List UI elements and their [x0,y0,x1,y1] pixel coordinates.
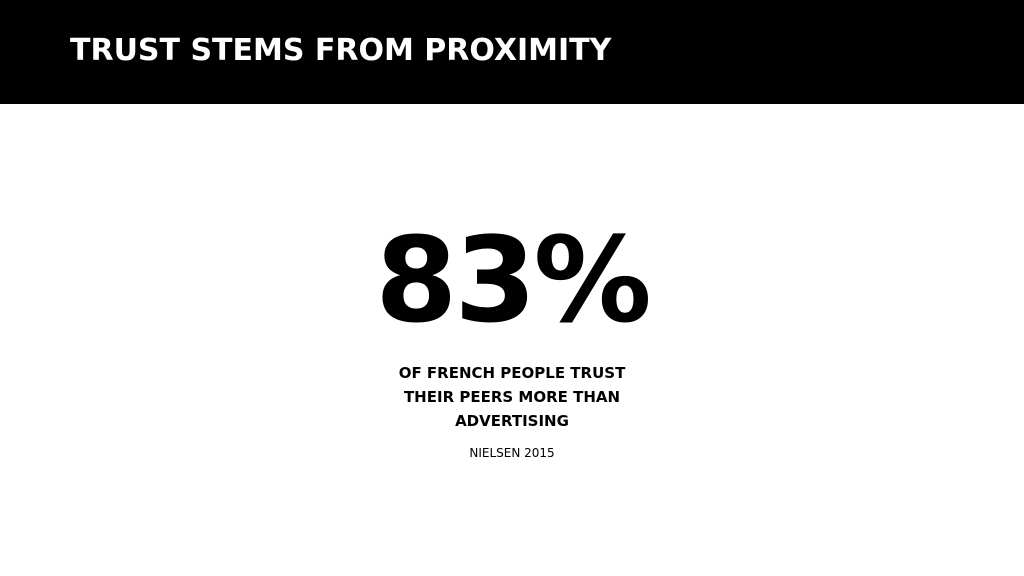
statistic-source: NIELSEN 2015 [469,446,555,460]
statistic-caption: OF FRENCH PEOPLE TRUST THEIR PEERS MORE … [398,364,626,430]
statistic-value: 83% [375,211,651,349]
statistic-block: 83% OF FRENCH PEOPLE TRUST THEIR PEERS M… [0,205,1024,461]
header-bar: TRUST STEMS FROM PROXIMITY [0,0,1024,104]
slide-title: TRUST STEMS FROM PROXIMITY [70,33,612,68]
